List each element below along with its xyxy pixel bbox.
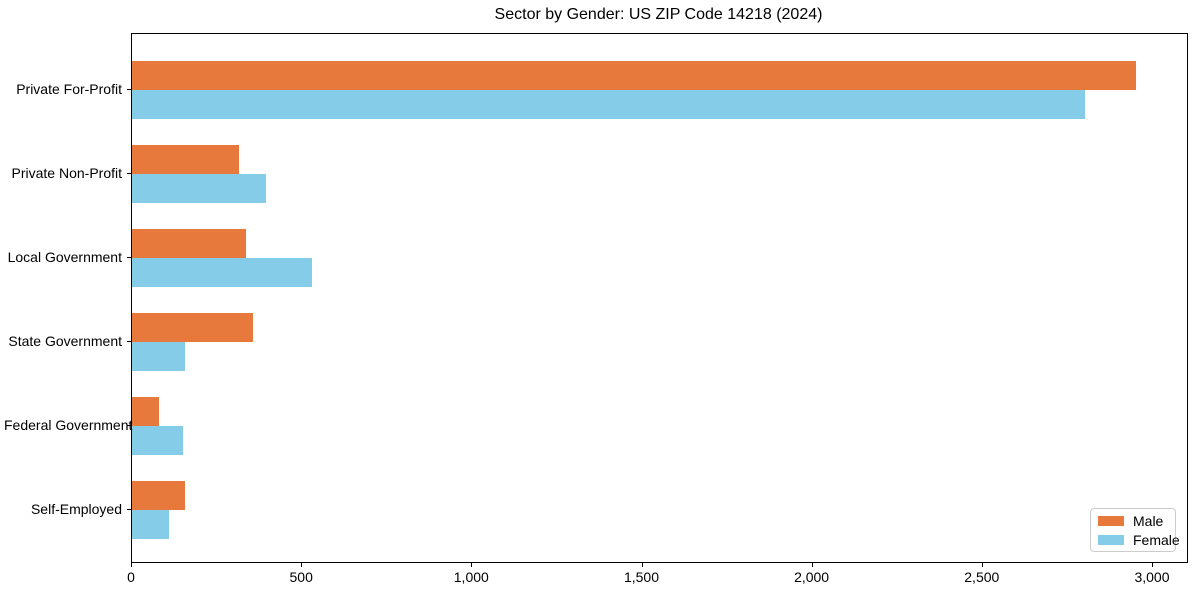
bar-female-3 [132, 258, 313, 287]
bar-male-5 [132, 397, 160, 426]
legend-swatch-male [1098, 515, 1124, 526]
legend-item-male: Male [1098, 514, 1168, 528]
bar-male-4 [132, 313, 253, 342]
legend-item-female: Female [1098, 533, 1180, 547]
x-tick-label: 3,000 [1134, 569, 1170, 585]
x-tick-label: 1,500 [623, 569, 660, 585]
bar-female-6 [132, 510, 170, 539]
x-tick-label: 500 [289, 569, 313, 585]
y-tick-mark [127, 341, 131, 342]
x-tick-mark [981, 563, 983, 567]
y-tick-mark [127, 425, 131, 426]
y-tick-label: Local Government [7, 249, 122, 265]
y-tick-label: Self-Employed [30, 501, 122, 517]
legend-swatch-female [1098, 534, 1124, 545]
y-tick-label: Federal Government [4, 417, 133, 433]
legend-label-male: Male [1133, 512, 1164, 529]
plot-area [131, 33, 1188, 563]
x-tick-mark [1152, 563, 1153, 567]
legend: Male Female [1090, 508, 1180, 552]
x-tick-mark [641, 563, 643, 567]
bar-female-4 [132, 342, 185, 371]
bar-male-1 [132, 61, 1136, 90]
y-tick-mark [127, 89, 131, 90]
y-tick-label: State Government [8, 333, 122, 349]
y-tick-label: Private For-Profit [16, 81, 122, 97]
x-tick-mark [471, 563, 473, 567]
y-tick-mark [127, 509, 131, 510]
y-tick-mark [127, 257, 131, 258]
bar-female-2 [132, 174, 267, 203]
legend-label-female: Female [1133, 531, 1180, 548]
bar-male-6 [132, 481, 185, 510]
bar-male-2 [132, 145, 240, 174]
x-tick-label: 2,500 [964, 569, 1000, 585]
x-tick-label: 2,000 [794, 569, 830, 585]
x-tick-label: 1,000 [453, 569, 489, 585]
x-tick-label: 0 [127, 569, 135, 585]
y-tick-label: Private Non-Profit [11, 165, 122, 181]
y-tick-mark [127, 173, 131, 174]
bar-female-5 [132, 426, 183, 455]
x-tick-mark [811, 563, 813, 567]
bar-male-3 [132, 229, 246, 258]
bar-female-1 [132, 90, 1085, 119]
chart-title: Sector by Gender: US ZIP Code 14218 (202… [494, 6, 823, 23]
x-tick-mark [301, 563, 303, 567]
x-tick-mark [131, 563, 132, 567]
